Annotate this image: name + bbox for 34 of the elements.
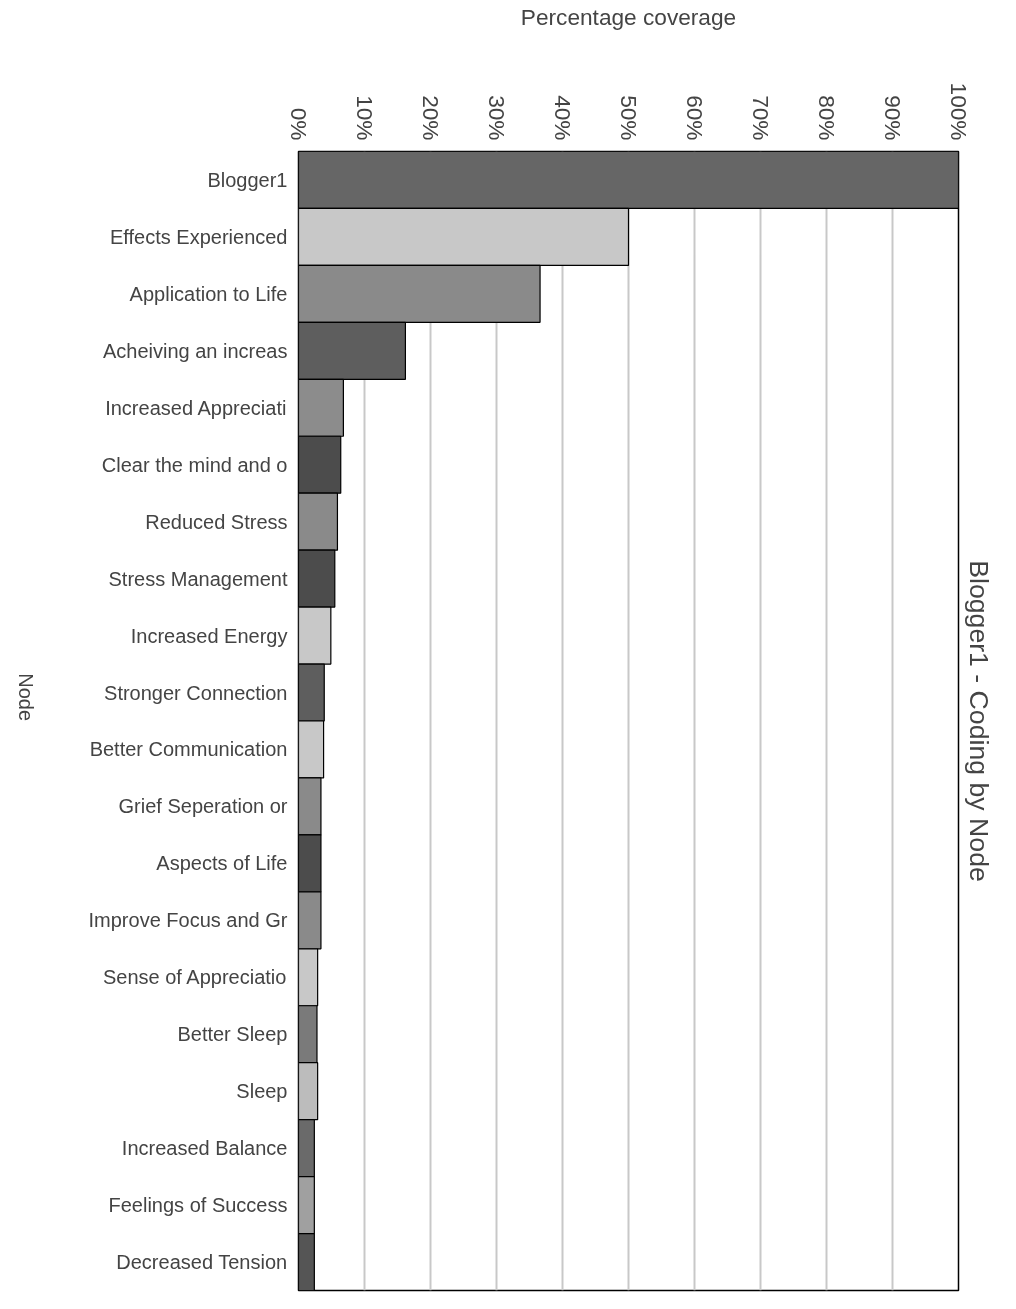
y-tick-label: Stress Management: [108, 567, 288, 590]
x-tick-label: 30%: [483, 95, 510, 141]
y-tick-label: Effects Experienced: [109, 225, 288, 248]
y-tick-label: Aspects of Life: [156, 852, 288, 875]
x-tick-label: 60%: [681, 95, 708, 141]
y-tick-label: Better Sleep: [177, 1023, 288, 1046]
y-tick-label: Blogger1: [207, 168, 288, 191]
x-tick-label: 100%: [945, 82, 972, 141]
y-tick-label: Acheiving an increas: [102, 339, 288, 362]
y-tick-label: Sense of Appreciatio: [102, 966, 287, 989]
x-tick-label: 40%: [549, 95, 576, 141]
y-tick-label: Increased Balance: [121, 1137, 288, 1160]
y-tick-label: Grief Seperation or: [118, 795, 288, 818]
y-tick-label: Feelings of Success: [108, 1194, 288, 1217]
text: Blogger1 - Coding by Node: [963, 560, 994, 882]
x-axis-title: Percentage coverage: [520, 3, 737, 30]
x-tick-label: 0%: [285, 107, 312, 141]
y-tick-label: Increased Energy: [130, 624, 288, 647]
y-tick-label: Reduced Stress: [145, 510, 288, 533]
y-tick-label: Improve Focus and Gr: [88, 909, 288, 932]
x-tick-label: 50%: [615, 95, 642, 141]
y-tick-label: Decreased Tension: [116, 1251, 288, 1274]
y-axis-title: Node: [14, 673, 37, 721]
x-tick-label: 10%: [351, 95, 378, 141]
y-tick-label: Increased Appreciati: [105, 396, 287, 419]
y-tick-label: Better Communication: [89, 738, 288, 761]
y-tick-label: Stronger Connection: [104, 681, 288, 704]
y-tick-label: Sleep: [236, 1080, 288, 1103]
y-tick-label: Clear the mind and o: [101, 453, 288, 476]
x-tick-label: 90%: [879, 95, 906, 141]
x-tick-label: 80%: [813, 95, 840, 141]
y-tick-label: Application to Life: [129, 282, 288, 305]
x-tick-label: 70%: [747, 95, 774, 141]
x-tick-label: 20%: [417, 95, 444, 141]
